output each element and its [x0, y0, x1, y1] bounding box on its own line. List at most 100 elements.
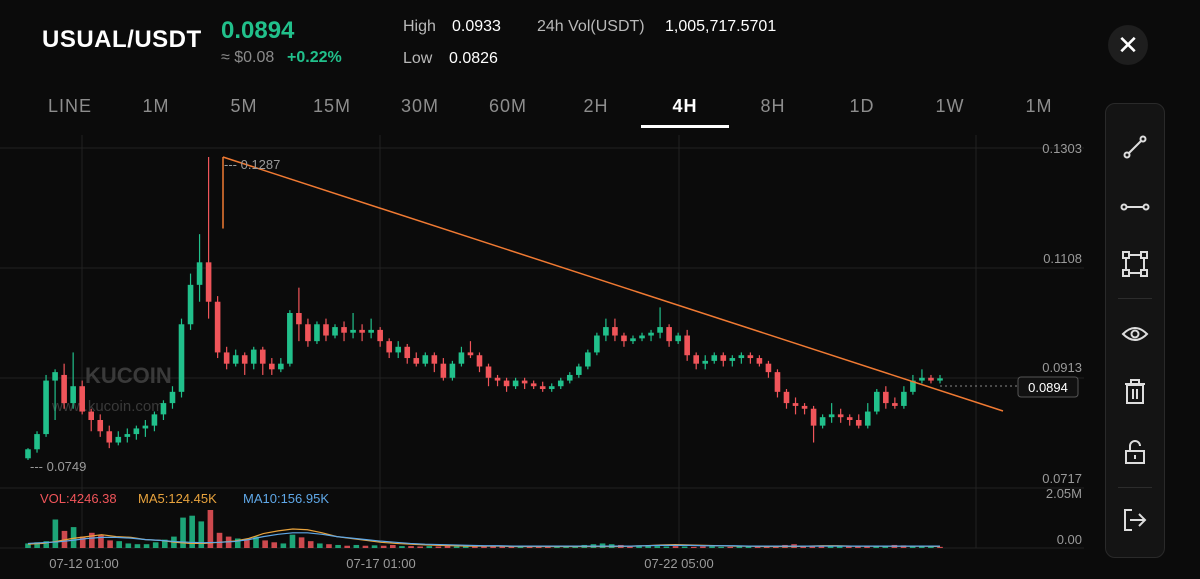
time-label-1: 07-17 01:00 [346, 556, 415, 571]
volume-bar [645, 545, 651, 548]
candle-body [819, 417, 826, 426]
price-chart[interactable]: KUCOIN www.kucoin.com 0.1303 0.1108 0.09… [0, 0, 1084, 579]
volume-bar [271, 542, 278, 548]
volume-bar [307, 541, 314, 548]
candle-body [43, 380, 49, 435]
volume-bar [864, 546, 870, 548]
horizontal-line-icon [1120, 203, 1150, 211]
volume-bar [335, 544, 341, 548]
volume-bar [818, 546, 825, 548]
last-price: 0.0894 [221, 17, 295, 44]
rectangle-icon [1122, 251, 1148, 277]
price-tick-3: 0.0717 [1042, 471, 1082, 486]
volume-bar [280, 543, 287, 548]
price-tick-1: 0.1108 [1043, 251, 1082, 266]
volume-bar [836, 546, 843, 548]
candle-body [937, 378, 943, 381]
visibility-tool[interactable] [1106, 316, 1164, 352]
candle-body [259, 349, 266, 364]
volume-bar [234, 538, 241, 548]
candle-body [323, 324, 329, 336]
candle-body [485, 366, 492, 378]
ma10-readout: MA10:156.95K [243, 491, 329, 506]
volume-bar [317, 543, 323, 548]
volume-bar [134, 544, 141, 548]
candle-body [467, 352, 474, 356]
tab-line[interactable]: LINE [47, 96, 93, 116]
volume-bar [371, 545, 378, 548]
tab-15m[interactable]: 15M [312, 96, 352, 116]
chart-grid [0, 135, 1084, 549]
unlock-icon [1125, 440, 1145, 464]
candle-body [530, 383, 537, 387]
close-icon: ✕ [1117, 30, 1139, 60]
tab-1mo[interactable]: 1M [1025, 96, 1053, 116]
volume-bar [909, 545, 916, 548]
interval-tabs: LINE 1M 5M 15M 30M 60M 2H 4H 8H 1D 1W 1M [0, 88, 1084, 128]
toolbar-divider [1118, 487, 1152, 488]
candle-body [846, 417, 853, 420]
lock-tool[interactable] [1106, 434, 1164, 470]
candle-body [422, 355, 429, 364]
candle-body [576, 366, 582, 375]
trend-line-tool[interactable] [1106, 129, 1164, 165]
tab-4h[interactable]: 4H [672, 96, 698, 116]
volume-bar [198, 521, 205, 548]
candle-body [61, 374, 67, 404]
tab-1w[interactable]: 1W [935, 96, 965, 116]
candle-body [196, 262, 203, 285]
candle-body [440, 363, 447, 378]
candle-body [566, 374, 573, 381]
change-percent: +0.22% [287, 49, 342, 66]
close-button[interactable]: ✕ [1108, 25, 1148, 65]
tab-8h[interactable]: 8H [760, 96, 786, 116]
volume-bar [690, 546, 697, 548]
candle-body [693, 355, 699, 364]
volume-bar [700, 546, 706, 548]
candle-body [828, 414, 835, 418]
tab-5m[interactable]: 5M [230, 96, 258, 116]
tab-60m[interactable]: 60M [488, 96, 528, 116]
volume-bar [116, 541, 122, 548]
ma10-line [27, 532, 940, 547]
volume-bar [472, 546, 478, 548]
time-label-2: 07-22 05:00 [644, 556, 713, 571]
volume-bar [435, 546, 442, 548]
volume-bar [344, 545, 350, 548]
volume-bar [745, 546, 752, 548]
tab-2h[interactable]: 2H [583, 96, 609, 116]
tab-30m[interactable]: 30M [400, 96, 440, 116]
trendline-layer [222, 156, 1018, 412]
candle-body [765, 363, 772, 373]
candle-body [359, 329, 365, 333]
candle-body [458, 352, 465, 364]
candle-body [494, 377, 501, 381]
volume-bar [143, 544, 150, 548]
exit-drawing-tool[interactable] [1106, 502, 1164, 538]
volume-bar [672, 546, 679, 548]
tab-1d[interactable]: 1D [849, 96, 875, 116]
candle-body [702, 360, 709, 364]
candle-body [612, 327, 618, 336]
volume-bar [508, 546, 515, 548]
volume-bar [125, 543, 132, 548]
candle-body [756, 358, 763, 364]
candle-body [910, 380, 916, 392]
candle-body [350, 329, 356, 333]
volume-axis-bottom: 0.00 [1057, 532, 1082, 547]
vol-readout: VOL:4246.38 [40, 491, 117, 506]
delete-tool[interactable] [1106, 374, 1164, 410]
horizontal-line-tool[interactable] [1106, 189, 1164, 225]
volume-bar [390, 544, 396, 548]
candle-body [124, 434, 131, 437]
candle-body [404, 346, 411, 359]
candle-body [368, 329, 374, 333]
volume-bar [736, 546, 743, 548]
volume-bar [481, 546, 487, 548]
tab-1m[interactable]: 1M [142, 96, 170, 116]
pair-title: USUAL/USDT [42, 26, 202, 53]
rectangle-tool[interactable] [1106, 246, 1164, 282]
candle-body [169, 391, 176, 404]
candle-body [657, 327, 663, 333]
exit-icon [1124, 509, 1147, 531]
